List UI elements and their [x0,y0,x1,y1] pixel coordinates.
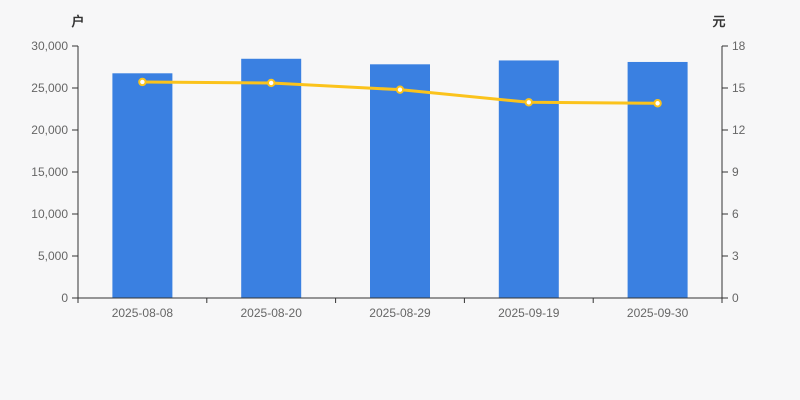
left-axis-tick-label: 10,000 [31,207,68,221]
left-axis-tick-label: 15,000 [31,165,68,179]
left-axis-tick-label: 20,000 [31,123,68,137]
right-axis-tick-label: 12 [732,123,746,137]
left-axis-tick-label: 0 [61,291,68,305]
line-point[interactable] [138,77,147,87]
right-axis-tick-label: 15 [732,81,746,95]
right-axis-title: 元 [712,14,726,29]
left-axis-tick-label: 5,000 [38,249,68,263]
x-axis-category-label: 2025-08-29 [369,306,431,320]
x-axis-category-label: 2025-08-08 [112,306,174,320]
right-axis-tick-label: 18 [732,39,746,53]
right-axis-tick-label: 9 [732,165,739,179]
left-axis-tick-label: 30,000 [31,39,68,53]
x-axis-category-label: 2025-09-19 [498,306,560,320]
line-point[interactable] [524,98,533,107]
bar[interactable] [241,58,302,298]
line-point[interactable] [653,99,662,108]
right-axis-tick-label: 0 [732,291,739,305]
bar[interactable] [498,60,559,299]
x-axis-category-label: 2025-08-20 [241,306,303,320]
bar[interactable] [370,64,430,298]
right-axis-tick-label: 3 [732,249,739,263]
x-axis-category-label: 2025-09-30 [627,306,689,320]
left-axis-title: 户 [71,14,85,29]
line-point[interactable] [395,85,405,94]
bar[interactable] [112,73,173,298]
right-axis-tick-label: 6 [732,207,739,221]
bar[interactable] [627,61,688,299]
line-point[interactable] [267,78,276,88]
left-axis-tick-label: 25,000 [31,81,68,95]
